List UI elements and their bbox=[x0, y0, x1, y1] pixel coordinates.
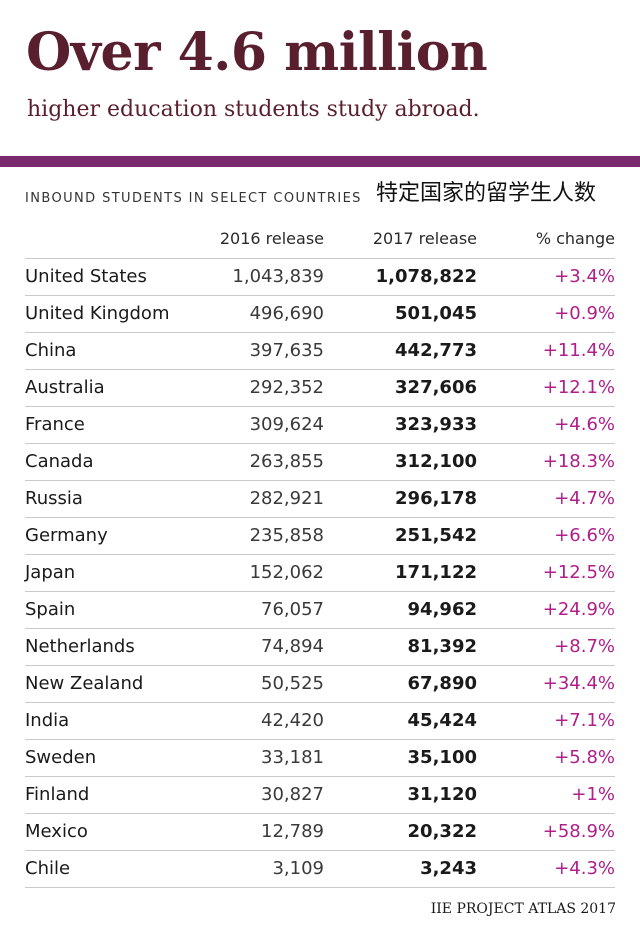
table-row: Russia 282,921 296,178 +4.7% bbox=[25, 480, 615, 517]
value-2017-cell: 67,890 bbox=[407, 673, 477, 694]
value-2017-cell: 31,120 bbox=[407, 784, 477, 805]
percent-change-cell: +11.4% bbox=[542, 340, 615, 361]
table-row: United Kingdom 496,690 501,045 +0.9% bbox=[25, 295, 615, 332]
value-2016-cell: 152,062 bbox=[249, 562, 324, 583]
column-header-2017: 2017 release bbox=[372, 229, 477, 248]
value-2017-cell: 20,322 bbox=[407, 821, 477, 842]
country-cell: China bbox=[25, 340, 77, 361]
percent-change-cell: +12.5% bbox=[542, 562, 615, 583]
value-2017-cell: 442,773 bbox=[395, 340, 477, 361]
value-2016-cell: 263,855 bbox=[249, 451, 324, 472]
table-row: Finland 30,827 31,120 +1% bbox=[25, 776, 615, 813]
value-2016-cell: 1,043,839 bbox=[232, 266, 324, 287]
value-2016-cell: 282,921 bbox=[249, 488, 324, 509]
value-2017-cell: 3,243 bbox=[420, 858, 477, 879]
table-row: Canada 263,855 312,100 +18.3% bbox=[25, 443, 615, 480]
percent-change-cell: +34.4% bbox=[542, 673, 615, 694]
country-cell: Mexico bbox=[25, 821, 88, 842]
percent-change-cell: +1% bbox=[571, 784, 615, 805]
table-row: Mexico 12,789 20,322 +58.9% bbox=[25, 813, 615, 850]
value-2016-cell: 42,420 bbox=[261, 710, 324, 731]
percent-change-cell: +58.9% bbox=[542, 821, 615, 842]
country-cell: New Zealand bbox=[25, 673, 144, 694]
value-2016-cell: 76,057 bbox=[261, 599, 324, 620]
value-2016-cell: 292,352 bbox=[249, 377, 324, 398]
country-cell: Finland bbox=[25, 784, 90, 805]
table-row: Spain 76,057 94,962 +24.9% bbox=[25, 591, 615, 628]
percent-change-cell: +0.9% bbox=[554, 303, 615, 324]
value-2016-cell: 74,894 bbox=[261, 636, 324, 657]
percent-change-cell: +12.1% bbox=[542, 377, 615, 398]
table-row: China 397,635 442,773 +11.4% bbox=[25, 332, 615, 369]
value-2017-cell: 171,122 bbox=[395, 562, 477, 583]
value-2016-cell: 30,827 bbox=[261, 784, 324, 805]
value-2017-cell: 312,100 bbox=[395, 451, 477, 472]
percent-change-cell: +18.3% bbox=[542, 451, 615, 472]
country-cell: Netherlands bbox=[25, 636, 135, 657]
percent-change-cell: +3.4% bbox=[554, 266, 615, 287]
data-table: United States 1,043,839 1,078,822 +3.4% Unit… bbox=[25, 258, 615, 888]
value-2016-cell: 50,525 bbox=[261, 673, 324, 694]
value-2016-cell: 309,624 bbox=[249, 414, 324, 435]
country-cell: United States bbox=[25, 266, 147, 287]
table-row: Japan 152,062 171,122 +12.5% bbox=[25, 554, 615, 591]
table-row: Sweden 33,181 35,100 +5.8% bbox=[25, 739, 615, 776]
value-2017-cell: 251,542 bbox=[395, 525, 477, 546]
country-cell: Sweden bbox=[25, 747, 97, 768]
percent-change-cell: +24.9% bbox=[542, 599, 615, 620]
section-label: INBOUND STUDENTS IN SELECT COUNTRIES bbox=[25, 191, 362, 206]
value-2016-cell: 397,635 bbox=[249, 340, 324, 361]
column-header-2016: 2016 release bbox=[219, 229, 324, 248]
value-2017-cell: 296,178 bbox=[395, 488, 477, 509]
value-2017-cell: 501,045 bbox=[395, 303, 477, 324]
accent-band bbox=[0, 156, 640, 167]
country-cell: Japan bbox=[25, 562, 76, 583]
percent-change-cell: +4.3% bbox=[554, 858, 615, 879]
table-row: Chile 3,109 3,243 +4.3% bbox=[25, 850, 615, 888]
value-2017-cell: 45,424 bbox=[407, 710, 477, 731]
table-row: United States 1,043,839 1,078,822 +3.4% bbox=[25, 258, 615, 295]
percent-change-cell: +7.1% bbox=[554, 710, 615, 731]
percent-change-cell: +4.7% bbox=[554, 488, 615, 509]
country-cell: Australia bbox=[25, 377, 105, 398]
value-2017-cell: 81,392 bbox=[407, 636, 477, 657]
subheadline: higher education students study abroad. bbox=[27, 97, 480, 122]
headline: Over 4.6 million bbox=[26, 22, 488, 83]
country-cell: France bbox=[25, 414, 85, 435]
value-2017-cell: 1,078,822 bbox=[375, 266, 477, 287]
source-credit: IIE PROJECT ATLAS 2017 bbox=[430, 901, 616, 917]
value-2017-cell: 35,100 bbox=[407, 747, 477, 768]
value-2016-cell: 33,181 bbox=[261, 747, 324, 768]
value-2016-cell: 12,789 bbox=[261, 821, 324, 842]
table-row: New Zealand 50,525 67,890 +34.4% bbox=[25, 665, 615, 702]
country-cell: Chile bbox=[25, 858, 71, 879]
section-label-chinese: 特定国家的留学生人数 bbox=[376, 181, 597, 206]
country-cell: Russia bbox=[25, 488, 83, 509]
value-2016-cell: 3,109 bbox=[272, 858, 324, 879]
table-row: Australia 292,352 327,606 +12.1% bbox=[25, 369, 615, 406]
table-row: India 42,420 45,424 +7.1% bbox=[25, 702, 615, 739]
column-header-change: % change bbox=[535, 229, 615, 248]
percent-change-cell: +8.7% bbox=[554, 636, 615, 657]
country-cell: United Kingdom bbox=[25, 303, 170, 324]
percent-change-cell: +6.6% bbox=[554, 525, 615, 546]
country-cell: India bbox=[25, 710, 70, 731]
value-2016-cell: 496,690 bbox=[249, 303, 324, 324]
value-2017-cell: 327,606 bbox=[395, 377, 477, 398]
value-2017-cell: 323,933 bbox=[395, 414, 477, 435]
percent-change-cell: +5.8% bbox=[554, 747, 615, 768]
country-cell: Canada bbox=[25, 451, 94, 472]
value-2016-cell: 235,858 bbox=[249, 525, 324, 546]
country-cell: Germany bbox=[25, 525, 108, 546]
table-row: Netherlands 74,894 81,392 +8.7% bbox=[25, 628, 615, 665]
table-row: France 309,624 323,933 +4.6% bbox=[25, 406, 615, 443]
table-row: Germany 235,858 251,542 +6.6% bbox=[25, 517, 615, 554]
country-cell: Spain bbox=[25, 599, 76, 620]
percent-change-cell: +4.6% bbox=[554, 414, 615, 435]
value-2017-cell: 94,962 bbox=[407, 599, 477, 620]
